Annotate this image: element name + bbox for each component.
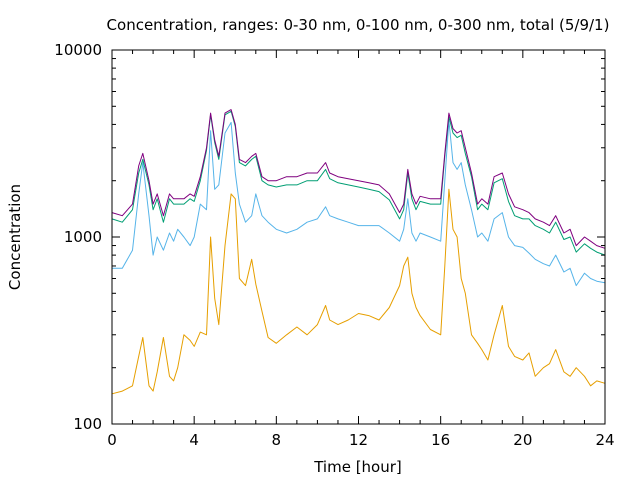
y-axis-label: Concentration [6,184,24,290]
series-line-3 [112,120,606,287]
series-line-4 [111,188,606,395]
y-tick-label: 10000 [54,41,102,59]
x-tick-label: 12 [349,431,368,449]
y-tick-label: 1000 [64,228,102,246]
x-tick-label: 24 [595,431,614,449]
chart-title: Concentration, ranges: 0-30 nm, 0-100 nm… [107,16,610,34]
x-tick-label: 4 [189,431,199,449]
series-layer [111,109,606,395]
series-line-2 [111,110,606,256]
x-tick-label: 8 [272,431,282,449]
y-tick-label: 100 [73,415,102,433]
series-line-1 [111,109,606,249]
x-tick-label: 20 [513,431,532,449]
plot-frame [111,49,606,425]
ticks-layer: 0 4 8 12 16 20 24 100 1000 10000 [54,41,614,449]
x-tick-label: 16 [431,431,450,449]
x-axis-label: Time [hour] [313,458,402,476]
x-tick-label: 0 [107,431,117,449]
